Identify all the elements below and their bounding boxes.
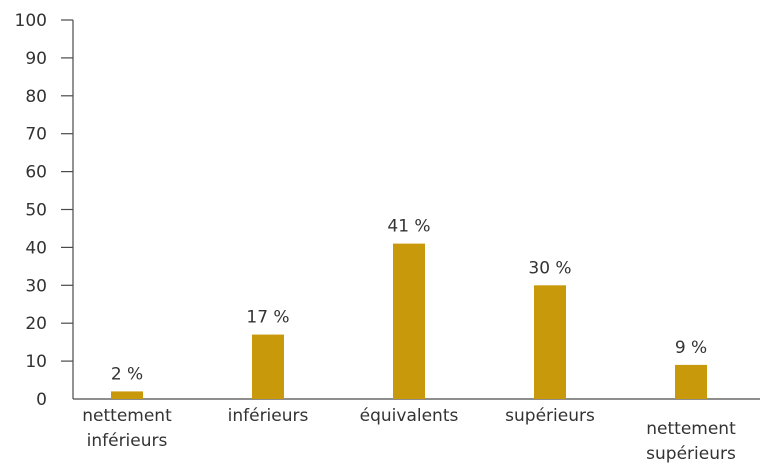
data-label: 17 %	[246, 308, 289, 328]
y-tick-label: 20	[25, 314, 47, 334]
category-label: supérieurs	[505, 406, 595, 426]
y-tick-label: 100	[15, 11, 47, 31]
bar	[534, 285, 566, 399]
category-labels: nettement inférieurs inférieurs équivalents…	[82, 406, 736, 464]
data-labels: 2 % 17 % 41 % 30 % 9 %	[111, 217, 707, 385]
bar	[675, 364, 707, 399]
category-label: équivalents	[360, 406, 459, 426]
y-tick-label: 40	[25, 238, 47, 258]
bar	[111, 391, 143, 399]
y-tick-label: 0	[36, 390, 47, 410]
data-label: 41 %	[387, 217, 430, 237]
data-label: 2 %	[111, 364, 143, 384]
category-label: nettement	[646, 419, 736, 439]
y-tick-label: 50	[25, 201, 47, 221]
y-tick-label: 70	[25, 125, 47, 145]
y-tick-label: 30	[25, 276, 47, 296]
y-tick-label: 10	[25, 352, 47, 372]
y-tick-label: 80	[25, 87, 47, 107]
y-tick-label: 60	[25, 163, 47, 183]
bar	[252, 334, 284, 399]
category-label: nettement	[82, 406, 172, 426]
data-label: 30 %	[528, 258, 571, 278]
y-tick-label: 90	[25, 49, 47, 69]
bar	[393, 243, 425, 399]
category-label: inférieurs	[87, 431, 168, 451]
category-label: supérieurs	[646, 444, 736, 464]
data-label: 9 %	[675, 338, 707, 358]
category-label: inférieurs	[228, 406, 309, 426]
y-axis: 0 10 20 30 40 50 60 70 80 90 100	[15, 11, 74, 410]
bars	[111, 243, 707, 399]
